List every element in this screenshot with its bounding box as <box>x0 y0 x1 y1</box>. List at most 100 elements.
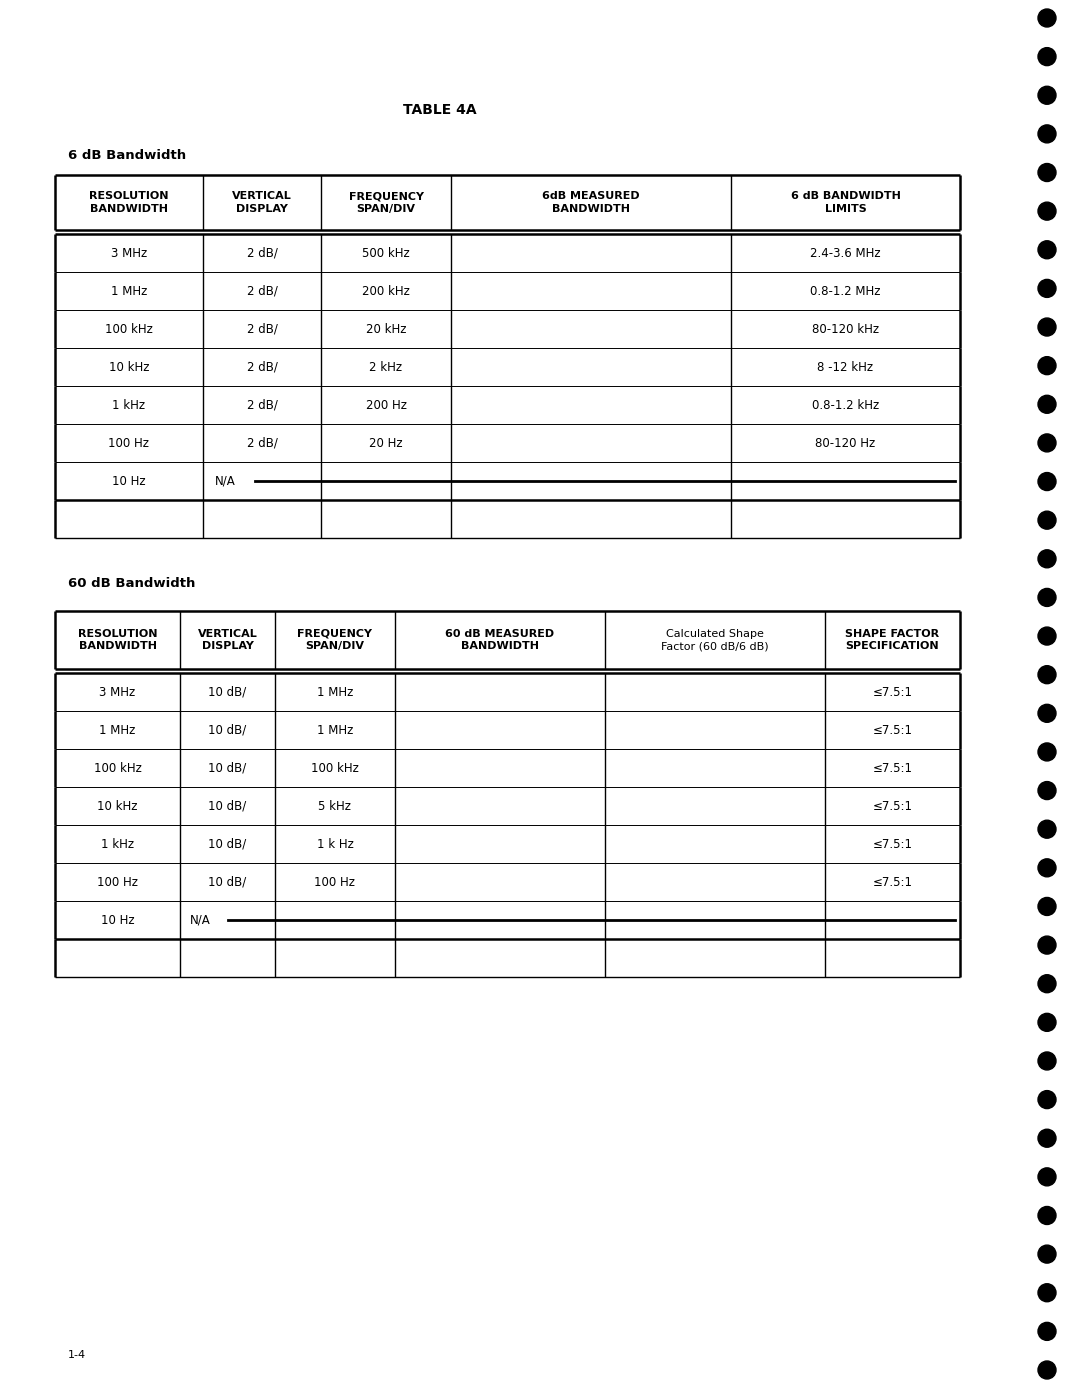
Circle shape <box>1038 1245 1056 1263</box>
Circle shape <box>1038 859 1056 877</box>
Circle shape <box>1038 898 1056 916</box>
Text: VERTICAL
DISPLAY: VERTICAL DISPLAY <box>232 192 292 214</box>
Text: ≤7.5:1: ≤7.5:1 <box>873 837 913 851</box>
Text: 100 Hz: 100 Hz <box>314 876 355 888</box>
Text: 3 MHz: 3 MHz <box>111 247 147 260</box>
Text: TABLE 4A: TABLE 4A <box>403 103 476 117</box>
Text: 2 dB/: 2 dB/ <box>246 398 278 411</box>
Text: 60 dB MEASURED
BANDWIDTH: 60 dB MEASURED BANDWIDTH <box>445 629 554 651</box>
Text: ≤7.5:1: ≤7.5:1 <box>873 762 913 775</box>
Text: 1 MHz: 1 MHz <box>316 686 353 698</box>
Text: 1 kHz: 1 kHz <box>112 398 146 411</box>
Text: 6 dB BANDWIDTH
LIMITS: 6 dB BANDWIDTH LIMITS <box>791 192 901 214</box>
Circle shape <box>1038 627 1056 645</box>
Text: 2 dB/: 2 dB/ <box>246 436 278 450</box>
Text: 2 kHz: 2 kHz <box>369 361 403 373</box>
Text: FREQUENCY
SPAN/DIV: FREQUENCY SPAN/DIV <box>297 629 373 651</box>
Text: 200 kHz: 200 kHz <box>362 285 410 297</box>
Circle shape <box>1038 164 1056 182</box>
Circle shape <box>1038 704 1056 722</box>
Text: 10 Hz: 10 Hz <box>112 475 146 487</box>
Text: RESOLUTION
BANDWIDTH: RESOLUTION BANDWIDTH <box>90 192 168 214</box>
Text: 2 dB/: 2 dB/ <box>246 285 278 297</box>
Text: 2.4-3.6 MHz: 2.4-3.6 MHz <box>810 247 881 260</box>
Text: RESOLUTION
BANDWIDTH: RESOLUTION BANDWIDTH <box>78 629 158 651</box>
Circle shape <box>1038 743 1056 761</box>
Text: 5 kHz: 5 kHz <box>319 799 351 812</box>
Text: 20 kHz: 20 kHz <box>366 322 406 336</box>
Text: 1 kHz: 1 kHz <box>100 837 134 851</box>
Text: 100 kHz: 100 kHz <box>311 762 359 775</box>
Text: 1 MHz: 1 MHz <box>316 723 353 737</box>
Text: 100 kHz: 100 kHz <box>94 762 141 775</box>
Circle shape <box>1038 318 1056 336</box>
Text: 6 dB Bandwidth: 6 dB Bandwidth <box>68 149 186 161</box>
Text: SHAPE FACTOR
SPECIFICATION: SHAPE FACTOR SPECIFICATION <box>846 629 940 651</box>
Text: 1 MHz: 1 MHz <box>111 285 147 297</box>
Text: 0.8-1.2 kHz: 0.8-1.2 kHz <box>812 398 879 411</box>
Circle shape <box>1038 434 1056 452</box>
Text: VERTICAL
DISPLAY: VERTICAL DISPLAY <box>198 629 257 651</box>
Text: Calculated Shape
Factor (60 dB/6 dB): Calculated Shape Factor (60 dB/6 dB) <box>661 629 769 651</box>
Circle shape <box>1038 472 1056 490</box>
Text: 10 Hz: 10 Hz <box>100 913 134 927</box>
Text: 10 dB/: 10 dB/ <box>208 799 246 812</box>
Text: ≤7.5:1: ≤7.5:1 <box>873 686 913 698</box>
Text: 200 Hz: 200 Hz <box>365 398 406 411</box>
Circle shape <box>1038 820 1056 838</box>
Circle shape <box>1038 1284 1056 1302</box>
Text: 10 kHz: 10 kHz <box>97 799 138 812</box>
Text: 100 Hz: 100 Hz <box>97 876 138 888</box>
Text: ≤7.5:1: ≤7.5:1 <box>873 799 913 812</box>
Circle shape <box>1038 589 1056 607</box>
Text: 6dB MEASURED
BANDWIDTH: 6dB MEASURED BANDWIDTH <box>542 192 639 214</box>
Text: FREQUENCY
SPAN/DIV: FREQUENCY SPAN/DIV <box>349 192 423 214</box>
Text: 10 dB/: 10 dB/ <box>208 762 246 775</box>
Circle shape <box>1038 396 1056 414</box>
Circle shape <box>1038 550 1056 568</box>
Circle shape <box>1038 1362 1056 1380</box>
Text: N/A: N/A <box>215 475 235 487</box>
Text: 60 dB Bandwidth: 60 dB Bandwidth <box>68 576 195 590</box>
Circle shape <box>1038 240 1056 258</box>
Circle shape <box>1038 974 1056 992</box>
Text: 8 -12 kHz: 8 -12 kHz <box>818 361 874 373</box>
Text: 80-120 Hz: 80-120 Hz <box>815 436 876 450</box>
Circle shape <box>1038 125 1056 143</box>
Text: 2 dB/: 2 dB/ <box>246 247 278 260</box>
Circle shape <box>1038 666 1056 684</box>
Text: 10 dB/: 10 dB/ <box>208 686 246 698</box>
Circle shape <box>1038 203 1056 221</box>
Text: 3 MHz: 3 MHz <box>99 686 136 698</box>
Circle shape <box>1038 1130 1056 1148</box>
Circle shape <box>1038 1091 1056 1109</box>
Circle shape <box>1038 781 1056 799</box>
Circle shape <box>1038 1323 1056 1341</box>
Text: 10 dB/: 10 dB/ <box>208 837 246 851</box>
Circle shape <box>1038 357 1056 375</box>
Text: N/A: N/A <box>190 913 211 927</box>
Text: 2 dB/: 2 dB/ <box>246 361 278 373</box>
Text: 1 MHz: 1 MHz <box>99 723 136 737</box>
Text: 20 Hz: 20 Hz <box>369 436 403 450</box>
Circle shape <box>1038 86 1056 104</box>
Text: 500 kHz: 500 kHz <box>362 247 410 260</box>
Text: 10 dB/: 10 dB/ <box>208 876 246 888</box>
Text: 1 k Hz: 1 k Hz <box>316 837 353 851</box>
Circle shape <box>1038 511 1056 529</box>
Text: 80-120 kHz: 80-120 kHz <box>812 322 879 336</box>
Text: 100 kHz: 100 kHz <box>105 322 153 336</box>
Text: 1-4: 1-4 <box>68 1351 86 1360</box>
Text: 10 dB/: 10 dB/ <box>208 723 246 737</box>
Text: 0.8-1.2 MHz: 0.8-1.2 MHz <box>810 285 881 297</box>
Circle shape <box>1038 1167 1056 1185</box>
Circle shape <box>1038 1206 1056 1224</box>
Circle shape <box>1038 936 1056 954</box>
Circle shape <box>1038 47 1056 65</box>
Circle shape <box>1038 1052 1056 1070</box>
Text: ≤7.5:1: ≤7.5:1 <box>873 723 913 737</box>
Text: 2 dB/: 2 dB/ <box>246 322 278 336</box>
Text: 10 kHz: 10 kHz <box>109 361 149 373</box>
Circle shape <box>1038 8 1056 26</box>
Circle shape <box>1038 1013 1056 1031</box>
